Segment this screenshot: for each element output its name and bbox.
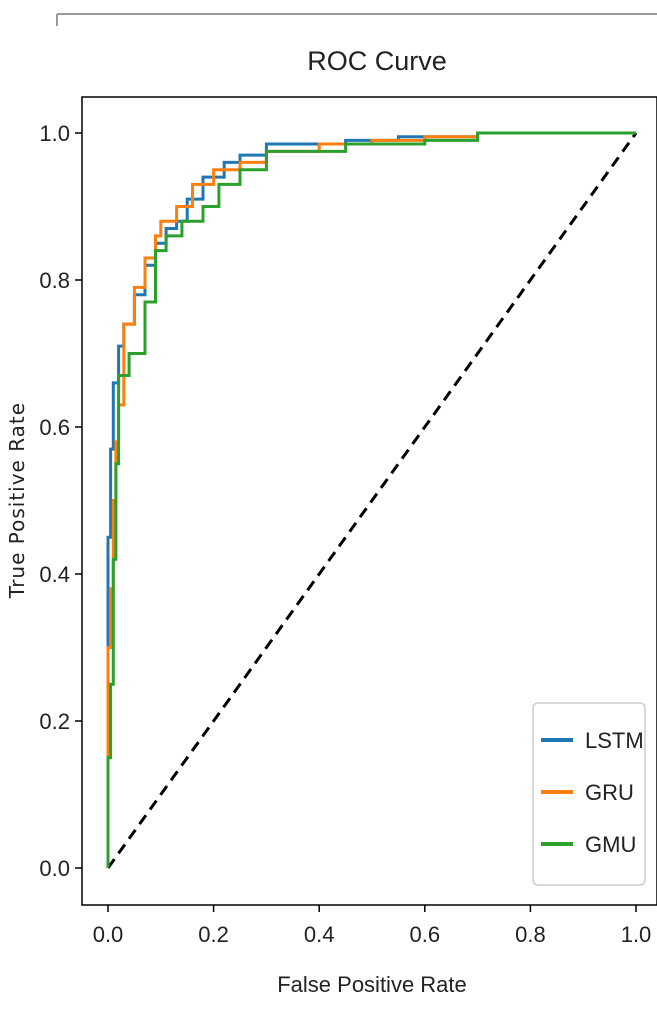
y-tick-label: 0.0 — [39, 856, 70, 881]
y-tick-label: 0.6 — [39, 415, 70, 440]
reference-line-group — [106, 132, 638, 869]
series-group — [106, 131, 636, 868]
series-line-gmu — [106, 131, 636, 868]
y-ticks: 0.0 0.2 0.4 0.6 0.8 1.0 — [39, 121, 82, 881]
y-tick-label: 1.0 — [39, 121, 70, 146]
x-ticks: 0.0 0.2 0.4 0.6 0.8 1.0 — [93, 905, 652, 947]
y-axis-label: True Positive Rate — [5, 402, 29, 599]
x-tick-label: 0.6 — [410, 922, 441, 947]
chart-title: ROC Curve — [307, 46, 447, 76]
legend-box — [532, 702, 646, 886]
x-tick-label: 0.4 — [304, 922, 335, 947]
reference-diagonal-line — [106, 132, 638, 869]
legend-label-gru: GRU — [585, 780, 634, 805]
x-tick-label: 0.2 — [198, 922, 229, 947]
x-tick-label: 0.8 — [515, 922, 546, 947]
y-tick-label: 0.8 — [39, 268, 70, 293]
legend-label-lstm: LSTM — [585, 728, 644, 753]
x-axis-label: False Positive Rate — [277, 972, 467, 997]
legend: LSTM GRU GMU — [532, 702, 646, 886]
x-tick-label: 0.0 — [93, 922, 124, 947]
x-tick-label: 1.0 — [621, 922, 652, 947]
y-tick-label: 0.2 — [39, 709, 70, 734]
y-tick-label: 0.4 — [39, 562, 70, 587]
legend-label-gmu: GMU — [585, 832, 636, 857]
